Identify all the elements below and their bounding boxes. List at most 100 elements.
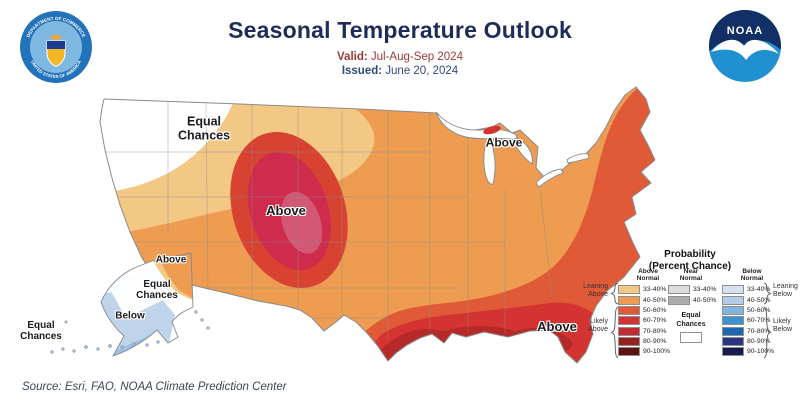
legend-swatch [722,336,744,346]
legend-swatch [618,347,640,357]
alaska-outline [100,252,194,357]
region-equal-chances-nw [100,87,240,194]
legend-swatch-label: 40-50% [747,296,771,304]
legend-swatch [722,285,744,295]
legend-swatch [618,326,640,336]
legend-swatch [722,295,744,305]
legend-swatch [722,326,744,336]
legend-row: 50-60% [618,306,678,316]
legend-column-2: Below Normal 33-40% 40-50% 50-60% 60-70% 70-8… [722,268,782,358]
legend-row: 60-70% [618,316,678,326]
legend-swatch-label: 50-60% [643,307,667,315]
lake-huron [512,137,533,165]
legend-swatch [668,295,690,305]
map-label-2: Above [266,202,306,218]
seal-eagle-icon [50,34,62,41]
legend-likely-above-label: Likely Above [588,318,608,334]
legend-swatch [618,316,640,326]
legend-column-1: Near Normal 33-40% 40-50% Equal Chances [668,268,728,344]
legend-row: 33-40% [722,285,782,295]
legend-row: 90-100% [722,347,782,357]
noaa-bird-icon [711,39,779,60]
legend-row: 33-40% [668,285,728,295]
legend-swatch [618,336,640,346]
noaa-logo: NOAA [709,10,781,82]
department-of-commerce-seal: DEPARTMENT OF COMMERCE UNITED STATES OF … [20,11,92,83]
bullseye-pink-core [280,191,323,254]
legend-leaning-below-label: Leaning Below [773,283,798,299]
source-credit: Source: Esri, FAO, NOAA Climate Predicti… [22,381,287,393]
legend-swatch-label: 60-70% [643,317,667,325]
great-lakes [435,111,590,188]
legend-row: 70-80% [722,326,782,336]
map-label-7: Above [537,318,577,334]
legend-row: 50-60% [722,306,782,316]
issued-value: June 20, 2024 [382,65,459,77]
legend-column-header: Above Normal [636,268,660,283]
noaa-wordmark: NOAA [727,25,763,37]
seal-shield-chief [47,41,65,49]
legend-swatch-label: 33-40% [693,286,717,294]
map-label-1: Above [485,135,523,150]
legend-swatch [722,306,744,316]
legend-swatch [618,285,640,295]
legend-title: Probability (Percent Chance) [600,249,780,272]
map-label-5: Below [115,310,145,322]
valid-line: Valid: Jul-Aug-Sep 2024 [0,51,800,63]
legend-row: 40-50% [668,295,728,305]
legend-row: 80-90% [722,336,782,346]
likely-below-brace [763,306,772,359]
legend-swatch-label: 80-90% [643,337,667,345]
issued-line: Issued: June 20, 2024 [0,65,800,77]
legend-swatch-label: 40-50% [643,296,667,304]
legend-likely-below-label: Likely Below [773,318,793,334]
map-label-4: Equal Chances [136,279,178,301]
region-band-east [350,87,655,363]
state-borders [104,101,553,340]
legend-swatch [722,316,744,326]
legend-swatch-label: 50-60% [747,307,771,315]
map-label-0: Equal Chances [177,114,231,142]
legend-swatch-label: 40-50% [693,296,717,304]
legend-row: 80-90% [618,336,678,346]
legend-row: 70-80% [618,326,678,336]
legend-column-header: Near Normal [679,268,703,283]
legend-swatch [722,347,744,357]
legend-swatch [618,295,640,305]
leaning-above-brace [610,282,619,305]
lake-superior [435,111,519,141]
legend-row: 90-100% [618,347,678,357]
legend-swatch-label: 70-80% [643,327,667,335]
legend-row: 40-50% [618,295,678,305]
equal-chances-swatch [680,332,702,344]
legend-row: 40-50% [722,295,782,305]
likely-above-brace [610,306,619,359]
legend-swatch-label: 60-70% [747,317,771,325]
leaning-below-brace [763,282,772,305]
noaa-sky [709,10,781,54]
map-label-3: Above [155,254,187,266]
legend-column-0: Above Normal 33-40% 40-50% 50-60% 60-70% 70-8… [618,268,678,358]
legend-title-line1: Probability [664,249,716,260]
bullseye [230,131,348,289]
valid-value: Jul-Aug-Sep 2024 [367,51,463,63]
legend-row: 60-70% [722,316,782,326]
alaska-above-wedge [158,253,193,300]
issued-label: Issued: [341,65,383,77]
legend-title-line2: (Percent Chance) [648,260,732,272]
page-title: Seasonal Temperature Outlook [228,17,572,43]
lake-ontario [566,153,590,164]
aleutian-islands [50,310,210,354]
equal-chances-label: Equal Chances [676,312,706,328]
legend-swatch [668,285,690,295]
legend-swatch-label: 90-100% [643,348,671,356]
map-label-6: Equal Chances [20,320,62,342]
legend-swatch-label: 80-90% [747,337,771,345]
lake-michigan [483,137,496,185]
legend-leaning-above-label: Leaning Above [583,283,608,299]
legend-column-header: Below Normal [740,268,764,283]
legend-swatch-label: 33-40% [747,286,771,294]
valid-label: Valid: [337,51,368,63]
